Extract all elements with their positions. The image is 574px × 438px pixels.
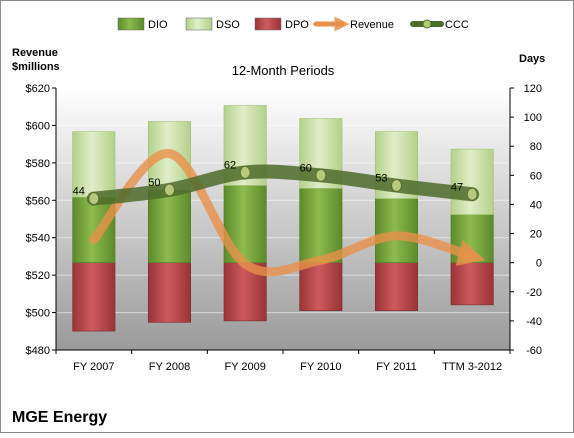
ccc-data-label: 47 — [451, 181, 463, 193]
revenue-line — [89, 149, 486, 277]
ccc-data-label: 50 — [148, 177, 160, 189]
chart-subtitle: 12-Month Periods — [232, 63, 335, 78]
legend: DIO DSO DPO Revenue CCC — [117, 16, 469, 32]
dpo-bar — [72, 262, 116, 332]
ccc-point — [466, 187, 478, 201]
left-axis-tick-label: $480 — [26, 345, 50, 357]
dso-bar — [72, 131, 116, 198]
revenue-series — [89, 149, 486, 277]
ccc-data-label: 53 — [375, 173, 387, 185]
dpo-bar — [450, 262, 494, 306]
legend-swatch-dio — [117, 17, 145, 31]
ccc-data-label: 44 — [73, 186, 85, 198]
dpo-bar — [299, 262, 343, 311]
legend-label-dpo: DPO — [285, 19, 309, 31]
legend-swatch-dpo — [254, 17, 282, 31]
x-axis-tick-label: FY 2009 — [224, 361, 265, 373]
company-name: MGE Energy — [12, 409, 107, 426]
ccc-point — [239, 165, 251, 179]
left-axis-tick-label: $520 — [26, 270, 50, 282]
dio-bar — [148, 189, 191, 263]
ccc-data-label: 60 — [300, 162, 312, 174]
right-axis-tick-label: -20 — [526, 287, 542, 299]
left-axis-tick-label: $500 — [26, 308, 50, 320]
left-axis-tick-label: $620 — [26, 83, 50, 95]
legend-label-dso: DSO — [216, 19, 240, 31]
left-axis-tick-label: $600 — [26, 120, 50, 132]
x-axis-tick-label: FY 2007 — [73, 361, 114, 373]
right-axis-tick-label: 100 — [524, 112, 542, 124]
ccc-line — [86, 164, 480, 206]
right-axis-tick-label: -40 — [526, 316, 542, 328]
ccc-point — [88, 192, 100, 206]
right-axis-tick-label: 20 — [530, 229, 542, 241]
ccc-series: 44 50 62 60 53 47 — [73, 159, 480, 206]
dso-bar — [450, 148, 494, 215]
legend-marker-ccc — [422, 19, 432, 29]
plot-area — [56, 88, 510, 350]
legend-label-dio: DIO — [148, 19, 168, 31]
left-axis-tick-label: $580 — [26, 158, 50, 170]
x-axis-tick-label: FY 2008 — [149, 361, 190, 373]
right-axis-tick-label: 120 — [524, 83, 542, 95]
legend-swatch-dso — [185, 17, 213, 31]
axes: $480 $500 $520 $540 $560 $580 $600 $620 -60 -40 -2… — [26, 83, 542, 373]
left-axis-tick-label: $560 — [26, 195, 50, 207]
left-axis-title-line1: Revenue — [12, 47, 58, 59]
ccc-point — [391, 179, 402, 193]
dio-bar — [299, 188, 343, 263]
dpo-bar — [148, 262, 191, 323]
dio-bar — [72, 196, 116, 263]
x-axis-tick-label: FY 2011 — [376, 361, 417, 373]
ccc-data-label: 62 — [224, 159, 236, 171]
left-axis-tick-label: $540 — [26, 233, 50, 245]
ccc-point — [164, 183, 175, 197]
left-axis-title-line2: $millions — [12, 61, 60, 73]
right-axis-tick-label: -60 — [526, 345, 542, 357]
right-axis-tick-label: 60 — [530, 170, 542, 182]
dio-bar — [375, 198, 418, 263]
right-axis-tick-label: 0 — [536, 258, 542, 270]
legend-label-ccc: CCC — [445, 19, 469, 31]
x-axis-tick-label: FY 2010 — [300, 361, 341, 373]
legend-label-revenue: Revenue — [350, 19, 394, 31]
dpo-bar — [375, 262, 418, 311]
ccc-point — [315, 168, 327, 182]
right-axis-tick-label: 40 — [530, 199, 542, 211]
right-axis-tick-label: 80 — [530, 141, 542, 153]
x-axis-tick-label: TTM 3-2012 — [442, 361, 502, 373]
right-axis-title: Days — [519, 53, 545, 65]
